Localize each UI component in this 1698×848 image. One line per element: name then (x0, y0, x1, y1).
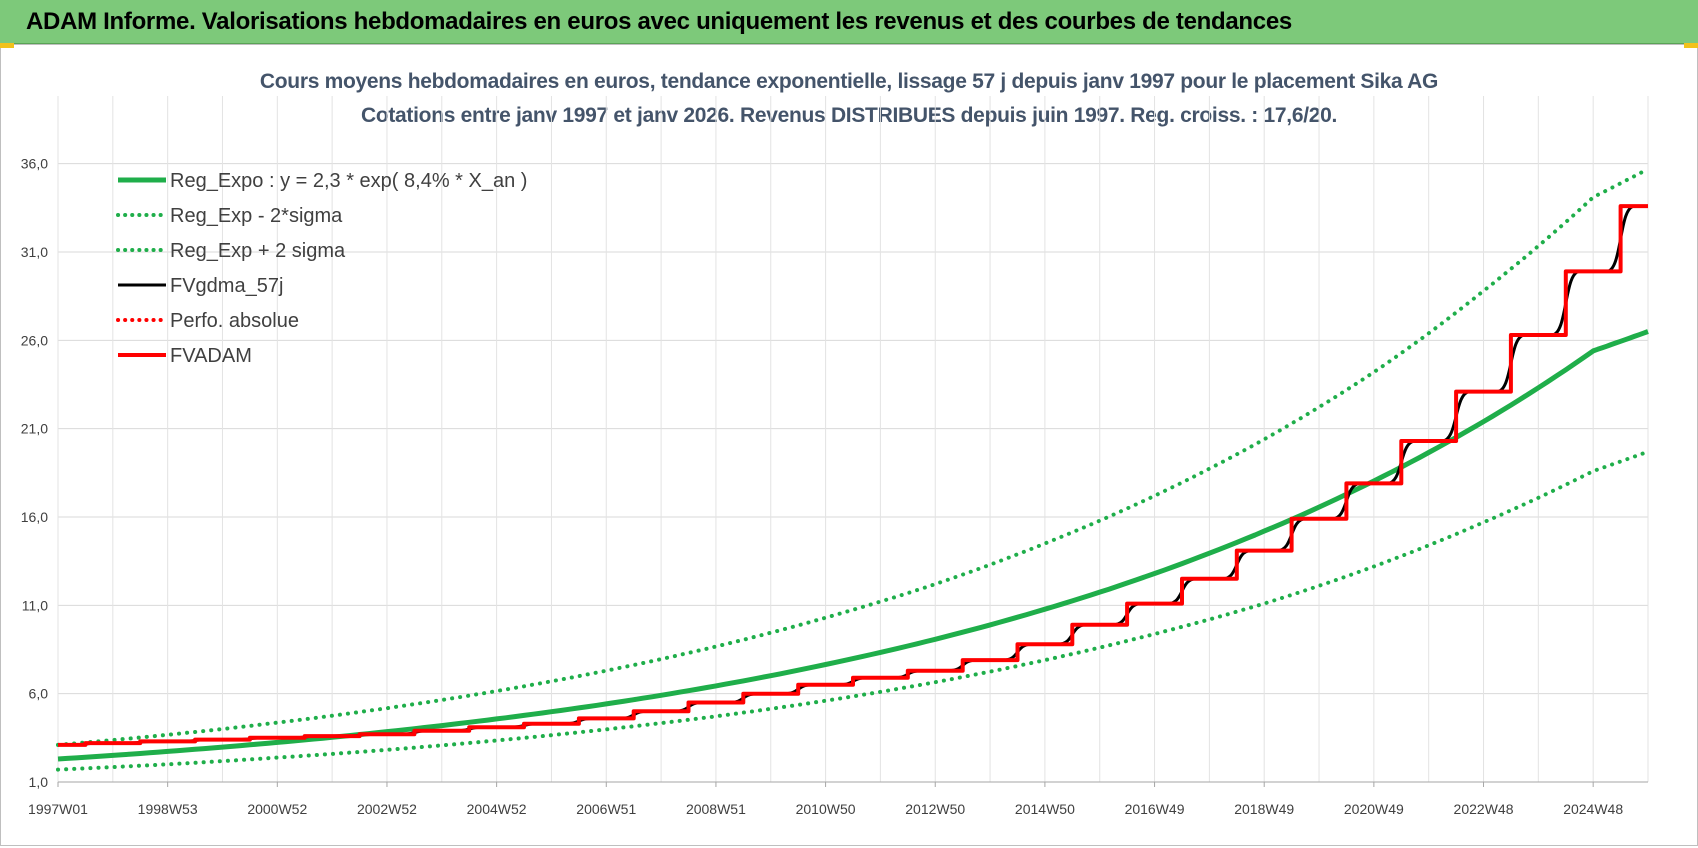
legend-item-reg-minus-label: Reg_Exp - 2*sigma (170, 205, 343, 227)
x-tick-label: 1998W53 (138, 801, 198, 817)
chart-title: Cours moyens hebdomadaires en euros, ten… (259, 70, 1439, 93)
x-tick-label: 2002W52 (357, 801, 417, 817)
y-tick-label: 1,0 (29, 774, 49, 790)
legend-item-fvgdma-label: FVgdma_57j (170, 275, 283, 297)
grid (57, 96, 1649, 783)
x-tick-label: 2000W52 (247, 801, 307, 817)
x-tick-label: 2008W51 (686, 801, 746, 817)
x-tick-label: 2020W49 (1344, 801, 1404, 817)
frame-corner-marker (1684, 43, 1698, 48)
y-tick-label: 6,0 (29, 686, 49, 702)
fvadam-line (58, 204, 1648, 747)
x-tick-label: 2016W49 (1125, 801, 1185, 817)
report-title: ADAM Informe. Valorisations hebdomadaire… (26, 8, 1292, 35)
legend-item-perfo-label: Perfo. absolue (170, 310, 299, 332)
x-tick-label: 2006W51 (576, 801, 636, 817)
reg-plus-2sigma-line (56, 167, 1650, 747)
x-tick-label: 2010W50 (796, 801, 856, 817)
x-tick-label: 2022W48 (1454, 801, 1514, 817)
chart-frame (0, 44, 1698, 846)
y-tick-label: 36,0 (21, 156, 48, 172)
y-tick-label: 31,0 (21, 244, 48, 260)
reg-minus-2sigma-line (56, 449, 1650, 772)
y-tick-label: 16,0 (21, 509, 48, 525)
legend-item-reg-plus-label: Reg_Exp + 2 sigma (170, 240, 346, 262)
y-tick-label: 21,0 (21, 421, 48, 437)
legend-item-fvadam-label: FVADAM (170, 345, 252, 367)
x-tick-label: 1997W01 (28, 801, 88, 817)
y-tick-label: 26,0 (21, 332, 48, 348)
axes: 1,0 6,0 11,0 16,0 21,0 26,0 31,0 36,0 1997W01 199… (21, 156, 1648, 817)
frame-corner-marker (0, 43, 14, 48)
x-tick-label: 2024W48 (1563, 801, 1623, 817)
fvgdma-line (58, 204, 1648, 747)
report-banner: ADAM Informe. Valorisations hebdomadaire… (0, 0, 1698, 44)
y-tick-label: 11,0 (22, 597, 48, 613)
x-tick-label: 2014W50 (1015, 801, 1075, 817)
x-tick-label: 2018W49 (1234, 801, 1294, 817)
chart-subtitle: Cotations entre janv 1997 et janv 2026. … (360, 104, 1338, 127)
x-tick-label: 2004W52 (467, 801, 527, 817)
reg-expo-line (57, 329, 1649, 762)
legend: Reg_Expo : y = 2,3 * exp( 8,4% * X_an ) R… (116, 170, 527, 367)
legend-item-reg-expo-label: Reg_Expo : y = 2,3 * exp( 8,4% * X_an ) (170, 170, 527, 192)
x-tick-label: 2012W50 (905, 801, 965, 817)
plot-area (56, 167, 1650, 772)
